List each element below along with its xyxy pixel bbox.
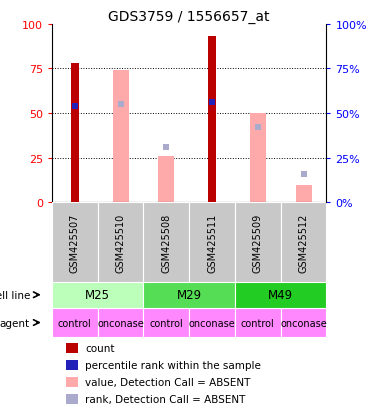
Bar [112,71,129,203]
Bar [98,308,144,337]
Title: GDS3759 / 1556657_at: GDS3759 / 1556657_at [108,10,270,24]
Text: M25: M25 [85,289,110,301]
Bar [66,394,78,404]
Bar [144,308,189,337]
Text: onconase: onconase [280,318,327,328]
Text: rank, Detection Call = ABSENT: rank, Detection Call = ABSENT [85,394,245,404]
Text: control: control [241,318,275,328]
Bar [208,37,216,203]
Text: GSM425508: GSM425508 [161,213,171,272]
Text: GSM425512: GSM425512 [299,213,309,272]
Bar [66,377,78,387]
Bar [98,203,144,282]
Text: onconase: onconase [189,318,236,328]
Text: value, Detection Call = ABSENT: value, Detection Call = ABSENT [85,377,250,387]
Text: GSM425511: GSM425511 [207,213,217,272]
Bar [52,308,98,337]
Text: cell line: cell line [0,290,30,300]
Bar [235,308,281,337]
Text: control: control [58,318,92,328]
Bar [235,203,281,282]
Bar [66,360,78,370]
Bar [235,282,326,308]
Text: control: control [150,318,183,328]
Bar [281,308,326,337]
Bar [189,203,235,282]
Bar [158,157,174,203]
Bar [66,343,78,353]
Text: M29: M29 [177,289,202,301]
Text: agent: agent [0,318,30,328]
Bar [144,203,189,282]
Text: GSM425507: GSM425507 [70,213,80,272]
Text: GSM425509: GSM425509 [253,213,263,272]
Text: percentile rank within the sample: percentile rank within the sample [85,360,261,370]
Text: M49: M49 [268,289,293,301]
Text: count: count [85,343,114,353]
Bar [144,282,235,308]
Bar [250,114,266,203]
Bar [296,185,312,203]
Bar [281,203,326,282]
Bar [52,282,144,308]
Bar [52,203,98,282]
Text: onconase: onconase [97,318,144,328]
Bar [71,64,79,203]
Text: GSM425510: GSM425510 [116,213,125,272]
Bar [189,308,235,337]
